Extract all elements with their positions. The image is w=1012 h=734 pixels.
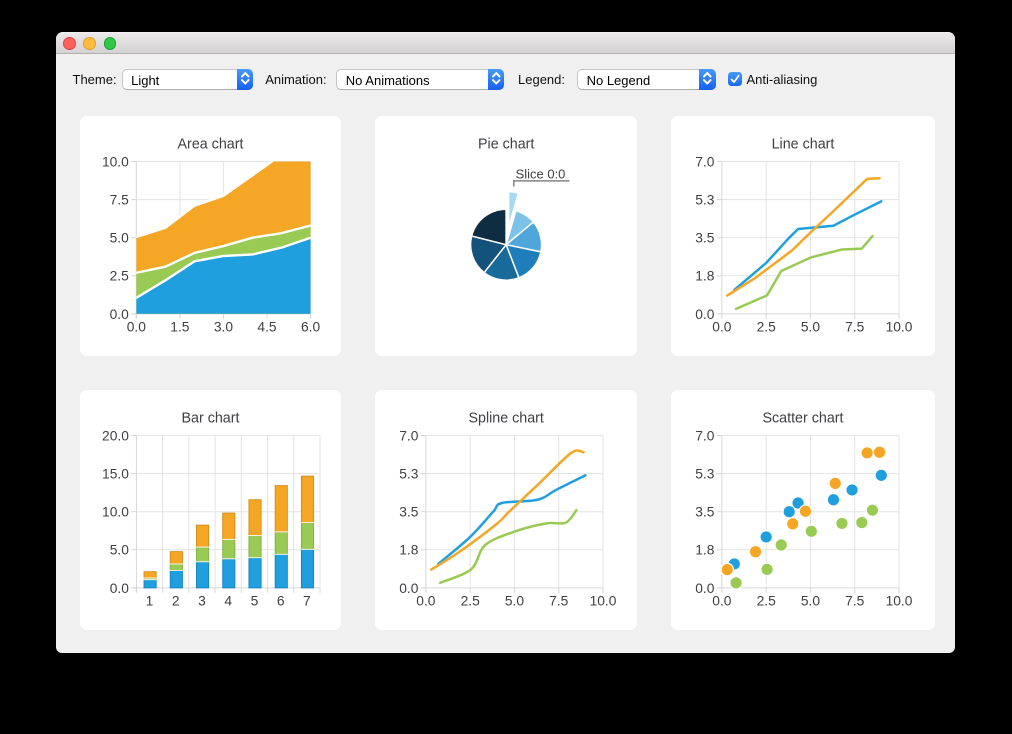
svg-text:0.0: 0.0 (712, 319, 732, 334)
svg-text:10.0: 10.0 (885, 319, 912, 334)
svg-text:2.5: 2.5 (756, 319, 776, 334)
svg-text:6.0: 6.0 (301, 319, 321, 334)
svg-text:5.3: 5.3 (399, 466, 418, 481)
svg-text:2.5: 2.5 (756, 593, 776, 608)
svg-text:10.0: 10.0 (102, 504, 129, 519)
svg-text:7.0: 7.0 (695, 428, 715, 443)
svg-text:1.8: 1.8 (695, 542, 715, 557)
svg-text:0.0: 0.0 (695, 306, 715, 321)
svg-text:0.0: 0.0 (399, 580, 418, 595)
svg-text:7.5: 7.5 (110, 192, 130, 207)
svg-text:3.0: 3.0 (214, 319, 234, 334)
svg-text:7.5: 7.5 (845, 319, 865, 334)
svg-text:4.5: 4.5 (257, 319, 277, 334)
svg-text:0.0: 0.0 (416, 593, 435, 608)
svg-text:5.0: 5.0 (801, 319, 821, 334)
svg-text:20.0: 20.0 (102, 428, 129, 443)
svg-text:1.8: 1.8 (399, 542, 418, 557)
svg-text:7.0: 7.0 (399, 428, 418, 443)
svg-text:0.0: 0.0 (695, 580, 715, 595)
svg-text:5.0: 5.0 (505, 593, 524, 608)
svg-text:Scatter chart: Scatter chart (762, 410, 843, 426)
svg-text:10.0: 10.0 (589, 593, 616, 608)
svg-text:0.0: 0.0 (110, 580, 130, 595)
svg-text:7.5: 7.5 (845, 593, 865, 608)
svg-text:Pie chart: Pie chart (478, 136, 534, 152)
svg-text:3.5: 3.5 (695, 230, 715, 245)
svg-text:Area chart: Area chart (178, 136, 244, 152)
svg-text:2: 2 (172, 593, 180, 608)
svg-text:Bar chart: Bar chart (181, 410, 239, 426)
svg-text:3: 3 (198, 593, 206, 608)
svg-text:1: 1 (146, 593, 154, 608)
svg-text:5: 5 (251, 593, 259, 608)
svg-text:1.8: 1.8 (695, 268, 715, 283)
svg-text:5.3: 5.3 (695, 192, 715, 207)
svg-text:5.0: 5.0 (110, 230, 130, 245)
svg-text:7.0: 7.0 (695, 154, 715, 169)
svg-text:5.0: 5.0 (110, 542, 130, 557)
svg-text:7.5: 7.5 (549, 593, 568, 608)
svg-text:15.0: 15.0 (102, 466, 129, 481)
svg-text:Line chart: Line chart (771, 136, 834, 152)
svg-text:1.5: 1.5 (170, 319, 190, 334)
svg-text:10.0: 10.0 (102, 154, 129, 169)
svg-text:6: 6 (277, 593, 285, 608)
svg-text:0.0: 0.0 (110, 306, 130, 321)
svg-text:0.0: 0.0 (712, 593, 732, 608)
svg-text:2.5: 2.5 (110, 268, 130, 283)
svg-text:2.5: 2.5 (460, 593, 479, 608)
svg-text:10.0: 10.0 (885, 593, 912, 608)
svg-text:4: 4 (224, 593, 232, 608)
svg-text:7: 7 (303, 593, 311, 608)
svg-text:Slice 0:0: Slice 0:0 (515, 166, 565, 181)
svg-text:3.5: 3.5 (399, 504, 418, 519)
svg-text:5.3: 5.3 (695, 466, 715, 481)
svg-text:3.5: 3.5 (695, 504, 715, 519)
svg-text:5.0: 5.0 (801, 593, 821, 608)
svg-text:0.0: 0.0 (127, 319, 147, 334)
svg-text:Spline chart: Spline chart (468, 410, 543, 426)
